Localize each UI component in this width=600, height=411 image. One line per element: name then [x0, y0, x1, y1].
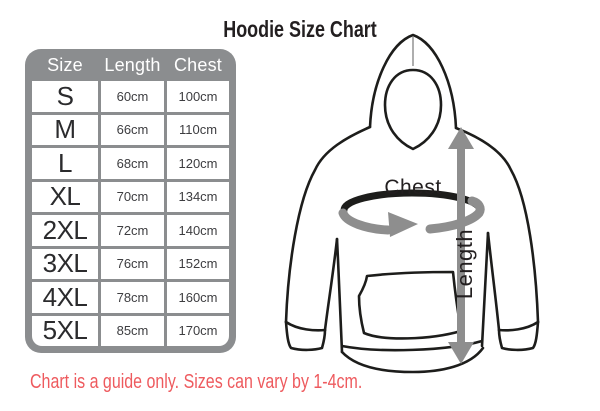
size-cell: 2XL	[32, 215, 98, 246]
page-title: Hoodie Size Chart	[223, 16, 377, 42]
hood-face-opening	[383, 68, 443, 151]
length-cell: 60cm	[101, 81, 164, 112]
chest-cell: 100cm	[167, 81, 229, 112]
table-header-row: Size Length Chest	[32, 49, 229, 81]
length-label: Length	[452, 229, 477, 299]
chest-label: Chest	[384, 176, 441, 199]
length-arrowhead-top	[448, 127, 474, 149]
chest-cell: 160cm	[167, 282, 229, 313]
length-cell: 66cm	[101, 114, 164, 145]
footnote: Chart is a guide only. Sizes can vary by…	[30, 371, 363, 393]
length-cell: 78cm	[101, 282, 164, 313]
chest-cell: 110cm	[167, 114, 229, 145]
length-cell: 76cm	[101, 248, 164, 279]
length-cell: 72cm	[101, 215, 164, 246]
hood-outline	[368, 33, 458, 130]
column-header-size: Size	[47, 54, 83, 75]
size-cell: L	[32, 148, 98, 179]
body-left-edge	[335, 237, 344, 354]
hem-bottom-outline	[340, 346, 485, 374]
chest-cell: 120cm	[167, 148, 229, 179]
size-cell: 4XL	[32, 282, 98, 313]
length-cell: 85cm	[101, 315, 164, 346]
left-cuff-seam	[284, 320, 327, 332]
hoodie-illustration: Chest Length	[284, 33, 540, 374]
column-header-chest: Chest	[173, 54, 223, 75]
size-cell: XL	[32, 181, 98, 212]
chest-cell: 134cm	[167, 181, 229, 212]
chest-cell: 140cm	[167, 215, 229, 246]
length-cell: 68cm	[101, 148, 164, 179]
size-cell: S	[32, 81, 98, 112]
chest-band-gray-left-arc	[338, 208, 393, 235]
right-cuff-outline	[497, 320, 540, 352]
table-body: S 60cm 100cm M 66cm 110cm L 68cm 120cm X…	[32, 81, 229, 346]
kangaroo-pocket	[357, 270, 463, 340]
size-cell: M	[32, 114, 98, 145]
chest-cell: 152cm	[167, 248, 229, 279]
column-header-length: Length	[104, 54, 161, 75]
size-cell: 5XL	[32, 315, 98, 346]
length-arrowhead-bottom	[448, 342, 474, 364]
left-sleeve-outline	[284, 125, 372, 324]
left-sleeve-inner-seam	[323, 237, 339, 332]
left-cuff-outline	[284, 320, 327, 352]
chest-arrowhead	[388, 212, 418, 237]
body-right-edge	[480, 231, 490, 348]
size-cell: 3XL	[32, 248, 98, 279]
chest-band-gray-right-arc	[425, 196, 485, 234]
hoodie-diagram: Chest Length	[278, 30, 600, 375]
right-sleeve-outline	[454, 126, 540, 324]
right-sleeve-inner-seam	[486, 231, 501, 332]
length-cell: 70cm	[101, 181, 164, 212]
right-cuff-seam	[497, 320, 540, 332]
size-table: Size Length Chest S 60cm 100cm M 66cm 11…	[25, 49, 236, 353]
chest-cell: 170cm	[167, 315, 229, 346]
